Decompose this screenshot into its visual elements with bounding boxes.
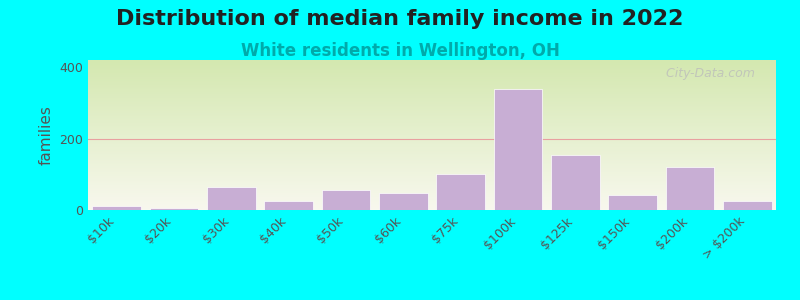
Bar <box>436 174 485 210</box>
Bar <box>551 154 600 210</box>
Text: Distribution of median family income in 2022: Distribution of median family income in … <box>116 9 684 29</box>
Bar <box>379 193 428 210</box>
Bar <box>322 190 370 210</box>
Bar <box>264 201 313 210</box>
Text: City-Data.com: City-Data.com <box>658 68 755 80</box>
Bar <box>207 187 256 210</box>
Bar <box>666 167 714 210</box>
Bar <box>494 88 542 210</box>
Text: White residents in Wellington, OH: White residents in Wellington, OH <box>241 42 559 60</box>
Bar <box>608 195 657 210</box>
Bar <box>92 206 141 210</box>
Y-axis label: families: families <box>38 105 54 165</box>
Bar <box>150 208 198 210</box>
Bar <box>723 201 772 210</box>
